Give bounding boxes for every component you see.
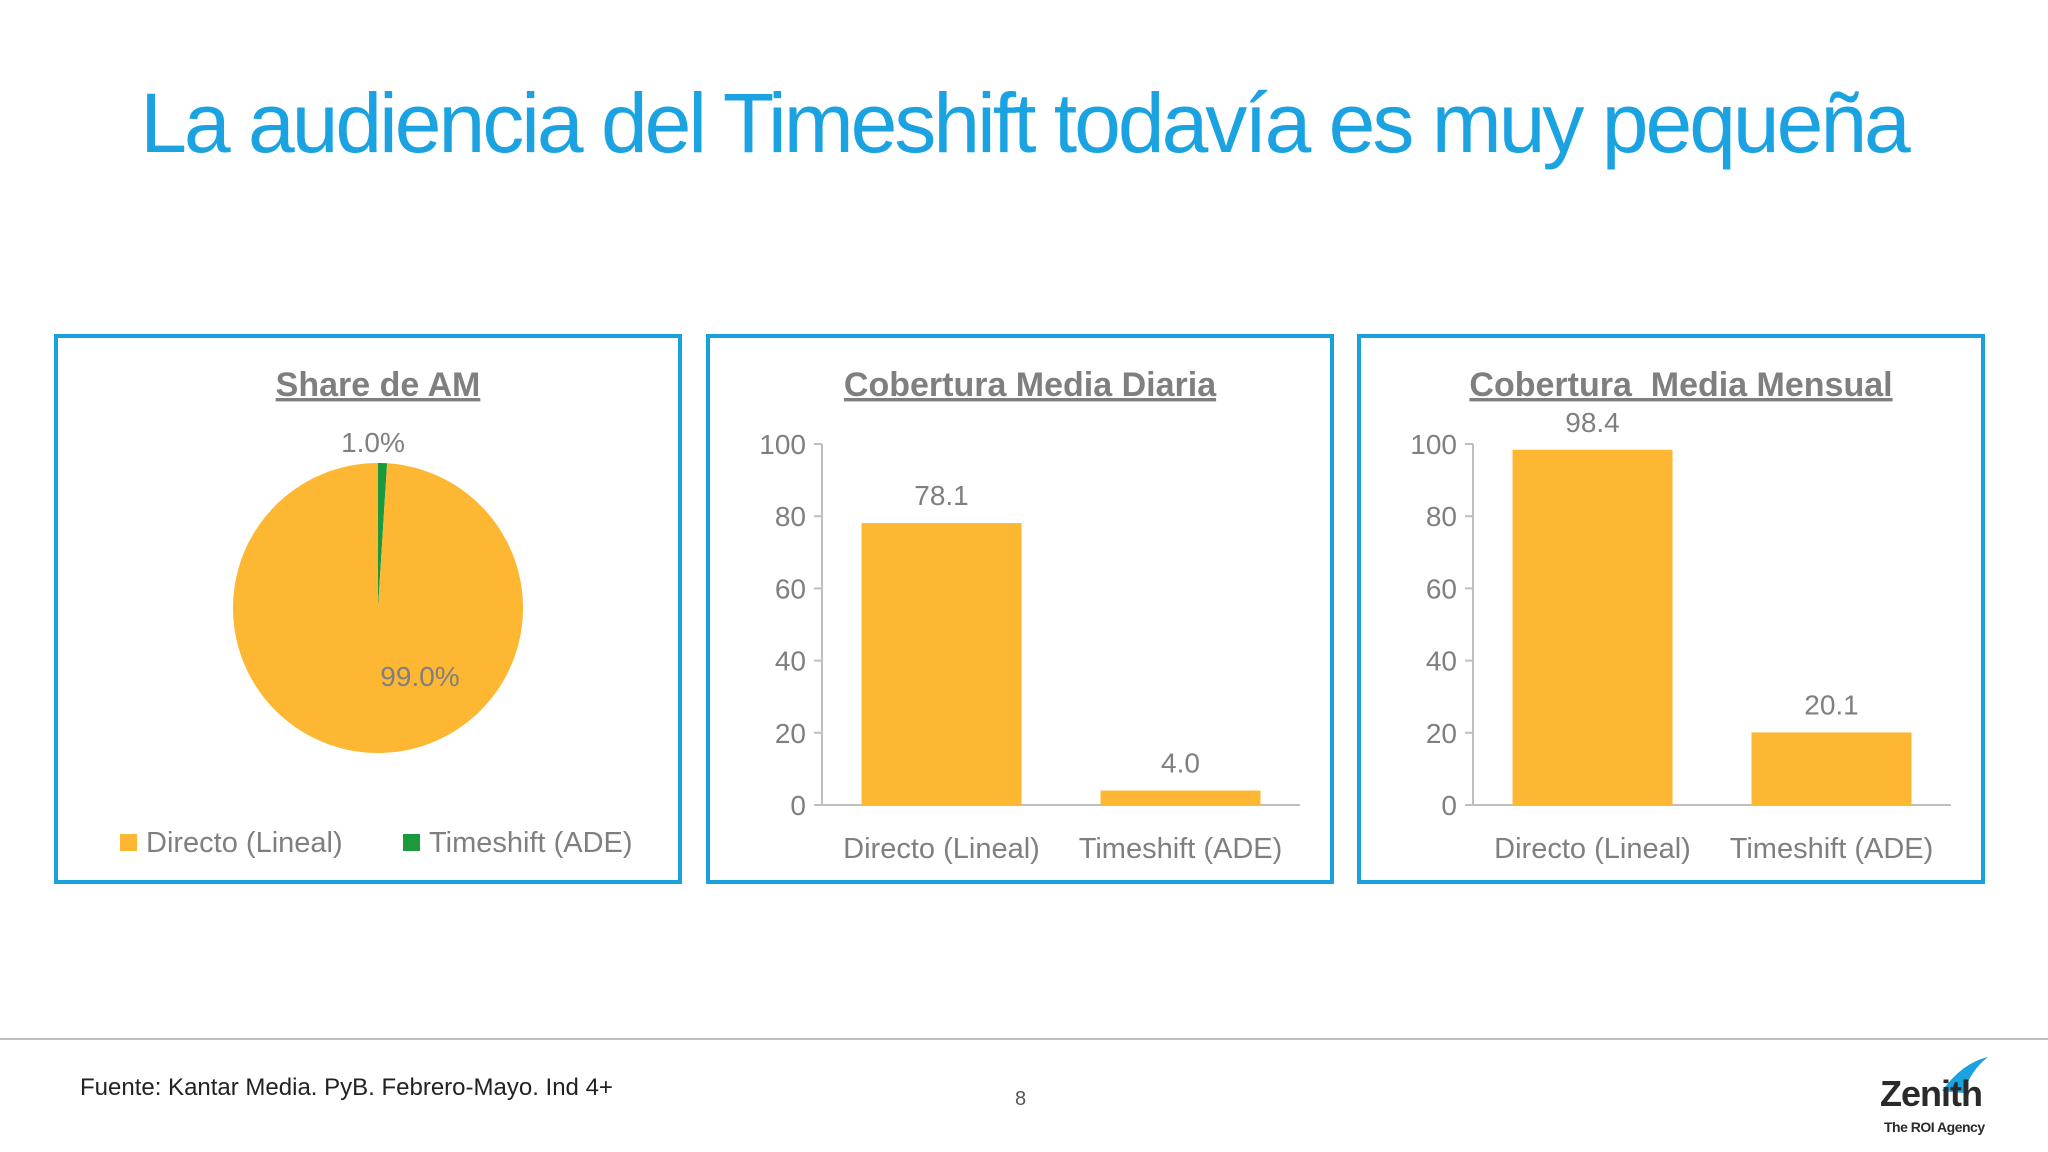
zenith-logo: Zenith The ROI Agency: [1880, 1055, 1990, 1140]
bar: [1751, 732, 1912, 805]
bar-data-label: 98.4: [1565, 407, 1620, 438]
slide-title: La audiencia del Timeshift todavía es mu…: [140, 76, 1911, 170]
bar-data-label: 4.0: [1161, 748, 1200, 779]
bar-data-label: 78.1: [914, 480, 969, 511]
daily-bar-chart-panel: Cobertura Media Diaria 0 20 40 60 80 100 78.1 Di…: [706, 334, 1334, 884]
bar: [1512, 449, 1673, 805]
y-tick-label: 40: [1426, 646, 1457, 677]
y-tick-label: 60: [775, 573, 806, 604]
y-tick-label: 20: [775, 718, 806, 749]
logo-tagline: The ROI Agency: [1884, 1119, 1985, 1135]
y-tick-label: 100: [1410, 429, 1457, 460]
monthly-bar-chart: Cobertura Media Mensual 0 20 40 60 80 100 98.4 D…: [1410, 366, 1951, 865]
y-tick-label: 0: [790, 790, 806, 821]
x-tick-label: Directo (Lineal): [1494, 833, 1691, 865]
x-tick-label: Directo (Lineal): [843, 833, 1040, 865]
chart-title: Cobertura Media Diaria: [844, 366, 1217, 404]
y-tick-label: 40: [775, 646, 806, 677]
y-tick-label: 60: [1426, 573, 1457, 604]
monthly-bar-chart-panel: Cobertura Media Mensual 0 20 40 60 80 100 98.4 D…: [1357, 334, 1985, 884]
page-number: 8: [1015, 1088, 1027, 1110]
pie-slice: [378, 463, 388, 608]
chart-title: Cobertura Media Mensual: [1469, 366, 1892, 404]
data-label: 99.0%: [380, 661, 459, 692]
footer-divider: [0, 1038, 2048, 1040]
pie-chart-panel: Share de AM 99.0% 1.0% Directo (Lineal) Time…: [54, 334, 682, 884]
legend-swatch: [403, 834, 420, 851]
data-label: 1.0%: [341, 427, 405, 458]
source-note: Fuente: Kantar Media. PyB. Febrero-Mayo.…: [80, 1074, 613, 1101]
bar: [1100, 790, 1261, 805]
y-tick-label: 100: [759, 429, 806, 460]
legend-label: Timeshift (ADE): [429, 827, 633, 859]
y-tick-label: 80: [1426, 501, 1457, 532]
y-tick-label: 0: [1441, 790, 1457, 821]
legend-label: Directo (Lineal): [146, 827, 343, 859]
share-pie-chart: Share de AM 99.0% 1.0% Directo (Lineal) Time…: [120, 366, 633, 859]
x-tick-label: Timeshift (ADE): [1730, 833, 1934, 865]
bar-data-label: 20.1: [1804, 689, 1859, 720]
chart-title: Share de AM: [276, 366, 481, 404]
y-tick-label: 80: [775, 501, 806, 532]
y-tick-label: 20: [1426, 718, 1457, 749]
bar: [861, 523, 1022, 805]
pie-slice: [232, 463, 523, 753]
x-tick-label: Timeshift (ADE): [1079, 833, 1283, 865]
legend-swatch: [120, 834, 137, 851]
logo-swoosh-icon: [1942, 1057, 1988, 1093]
logo-name: Zenith: [1880, 1073, 1983, 1114]
daily-bar-chart: Cobertura Media Diaria 0 20 40 60 80 100 78.1 Di…: [759, 366, 1300, 865]
